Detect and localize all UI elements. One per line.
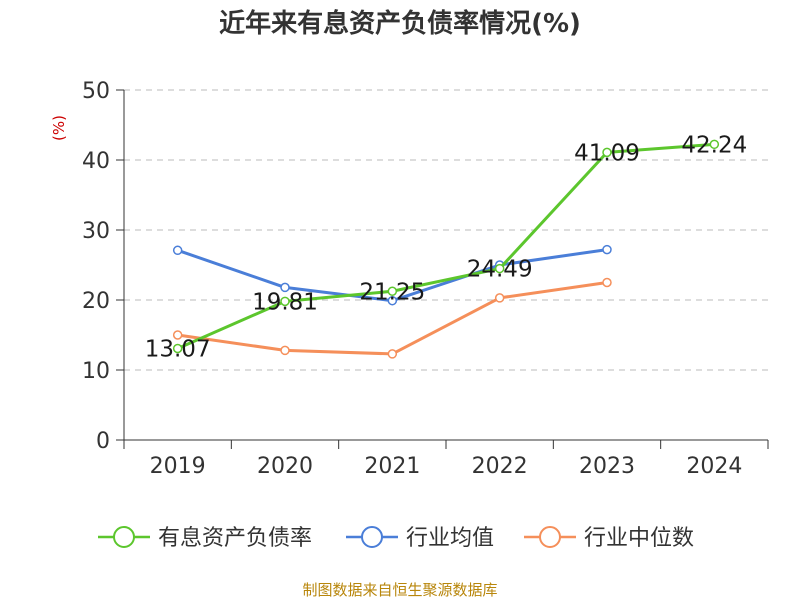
- x-tick-label: 2019: [150, 454, 206, 479]
- y-tick-label: 0: [96, 429, 110, 454]
- series-group: [172, 139, 720, 359]
- legend-marker: [113, 526, 135, 548]
- x-tick-label: 2022: [472, 454, 528, 479]
- legend: 有息资产负债率 行业均值 行业中位数: [98, 526, 694, 551]
- data-label: 13.07: [145, 337, 211, 363]
- grid-lines: [124, 89, 768, 371]
- data-label: 21.25: [359, 279, 425, 305]
- data-point: [602, 244, 612, 255]
- x-tick-label: 2024: [686, 454, 742, 479]
- data-point: [172, 245, 183, 256]
- x-tick-label: 2021: [364, 454, 420, 479]
- data-point: [280, 296, 290, 307]
- data-point: [602, 277, 612, 288]
- legend-label: 行业均值: [406, 526, 494, 551]
- series-2: [172, 277, 612, 359]
- legend-label: 行业中位数: [584, 526, 694, 551]
- y-tick-label: 50: [82, 79, 110, 104]
- data-label: 41.09: [574, 140, 640, 166]
- data-point: [280, 345, 290, 356]
- data-point: [172, 343, 183, 354]
- legend-item-1: 行业均值: [346, 526, 494, 551]
- axes: [116, 89, 769, 449]
- x-tick-labels: 2019 2020 2021 2022 2023 2024: [150, 454, 743, 479]
- data-label: 19.81: [252, 289, 318, 315]
- data-point: [602, 147, 612, 158]
- data-point: [280, 282, 290, 293]
- legend-marker: [361, 526, 383, 548]
- chart-title: 近年来有息资产负债率情况(%): [219, 8, 581, 39]
- data-point: [172, 330, 183, 340]
- data-point: [494, 293, 505, 303]
- series-0: [172, 139, 720, 354]
- y-tick-labels: 0 10 20 30 40 50: [82, 79, 110, 454]
- data-point: [494, 263, 505, 274]
- data-label: 42.24: [681, 132, 747, 158]
- data-label: 24.49: [467, 257, 533, 283]
- y-tick-label: 30: [82, 219, 110, 244]
- legend-label: 有息资产负债率: [158, 526, 312, 551]
- y-tick-label: 40: [82, 149, 110, 174]
- data-labels: 13.07 19.81 21.25 24.49 41.09 42.24: [145, 132, 748, 362]
- y-axis-label: (%): [50, 115, 68, 141]
- source-note: 制图数据来自恒生聚源数据库: [302, 581, 497, 599]
- legend-item-0: 有息资产负债率: [98, 526, 312, 551]
- data-point: [709, 139, 720, 150]
- y-tick-label: 10: [82, 359, 110, 384]
- x-tick-label: 2023: [579, 454, 635, 479]
- legend-item-2: 行业中位数: [524, 526, 694, 551]
- data-point: [387, 349, 398, 359]
- legend-marker: [539, 526, 561, 548]
- x-tick-label: 2020: [257, 454, 313, 479]
- data-point: [387, 286, 398, 296]
- data-point: [387, 295, 398, 306]
- series-line: [177, 142, 715, 350]
- y-tick-label: 20: [82, 289, 110, 314]
